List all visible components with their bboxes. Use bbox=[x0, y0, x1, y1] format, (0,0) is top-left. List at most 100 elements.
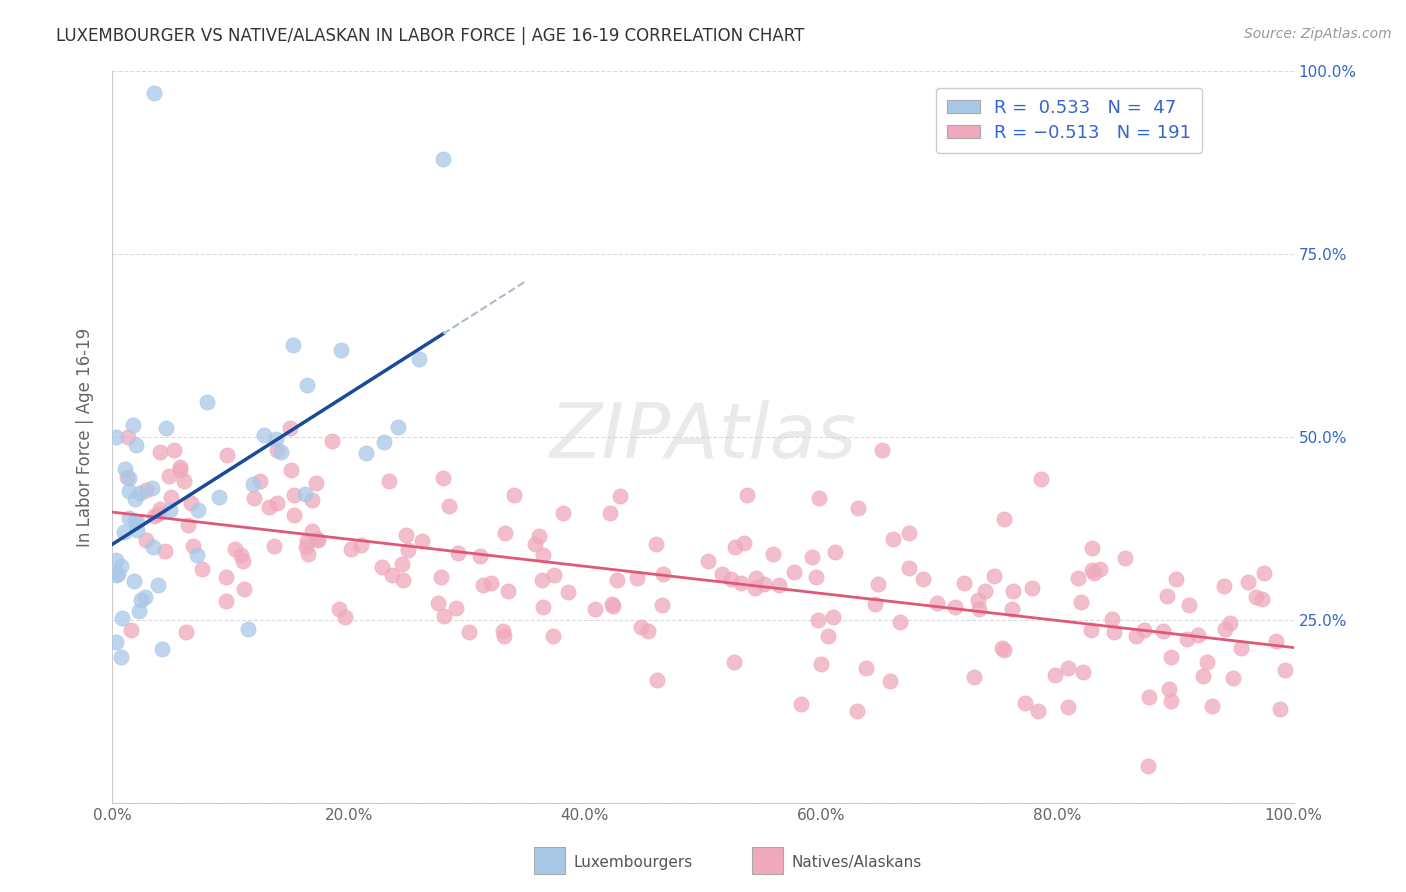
Point bbox=[1160, 650, 1182, 665]
Point bbox=[1197, 656, 1219, 670]
Point bbox=[651, 598, 673, 612]
Point bbox=[122, 417, 145, 432]
Point bbox=[1056, 700, 1078, 714]
Point bbox=[149, 445, 172, 459]
Point bbox=[426, 596, 449, 610]
Point bbox=[863, 597, 886, 611]
Point bbox=[492, 624, 515, 639]
Point bbox=[283, 508, 305, 522]
Point bbox=[824, 545, 846, 559]
Point bbox=[744, 582, 766, 596]
Point bbox=[583, 602, 606, 616]
Point bbox=[232, 554, 254, 568]
Point bbox=[762, 547, 785, 561]
Point bbox=[135, 533, 157, 547]
Point bbox=[1043, 668, 1066, 682]
Point bbox=[381, 567, 404, 582]
Point bbox=[651, 567, 673, 582]
Point bbox=[307, 532, 329, 546]
Point bbox=[810, 657, 832, 671]
Point bbox=[129, 593, 152, 607]
Point bbox=[472, 578, 495, 592]
Point bbox=[804, 570, 827, 584]
Point bbox=[173, 475, 195, 489]
Point bbox=[807, 613, 830, 627]
Point bbox=[142, 540, 165, 554]
Point bbox=[115, 470, 138, 484]
Point bbox=[1230, 641, 1253, 656]
Point bbox=[149, 502, 172, 516]
Point bbox=[283, 488, 305, 502]
Point bbox=[350, 539, 373, 553]
Point bbox=[754, 577, 776, 591]
Point bbox=[117, 430, 139, 444]
Point bbox=[524, 537, 547, 551]
Point bbox=[1251, 591, 1274, 606]
Point bbox=[541, 629, 564, 643]
Point bbox=[110, 558, 132, 573]
Point bbox=[1152, 624, 1174, 638]
Point bbox=[233, 582, 256, 596]
Point bbox=[1237, 574, 1260, 589]
Point bbox=[321, 434, 343, 448]
Point bbox=[433, 608, 456, 623]
Point bbox=[1081, 563, 1104, 577]
Point bbox=[215, 570, 238, 584]
Point bbox=[889, 615, 911, 629]
Point bbox=[969, 602, 991, 616]
Point bbox=[391, 574, 413, 588]
Point bbox=[169, 459, 191, 474]
Point bbox=[1088, 562, 1111, 576]
Point bbox=[432, 152, 454, 166]
Point bbox=[952, 575, 974, 590]
Point bbox=[697, 554, 720, 568]
Point bbox=[1212, 579, 1234, 593]
Point bbox=[503, 488, 526, 502]
Point bbox=[231, 548, 253, 562]
Point bbox=[297, 547, 319, 561]
Point bbox=[328, 602, 350, 616]
Point bbox=[1101, 611, 1123, 625]
Point bbox=[1001, 602, 1024, 616]
Point bbox=[105, 430, 128, 444]
Point bbox=[370, 560, 392, 574]
Point bbox=[551, 506, 574, 520]
Point bbox=[531, 548, 554, 562]
Point bbox=[730, 576, 752, 591]
Point bbox=[146, 578, 169, 592]
Point bbox=[432, 471, 454, 485]
Point bbox=[125, 438, 148, 452]
Point bbox=[745, 571, 768, 585]
Point bbox=[1080, 623, 1102, 637]
Point bbox=[801, 550, 824, 565]
Point bbox=[105, 635, 128, 649]
Point bbox=[602, 599, 624, 614]
Point bbox=[993, 511, 1015, 525]
Point bbox=[387, 420, 409, 434]
Point bbox=[479, 576, 502, 591]
Point bbox=[879, 673, 901, 688]
Point bbox=[1001, 583, 1024, 598]
Point bbox=[118, 511, 141, 525]
Point bbox=[105, 567, 128, 582]
Point bbox=[1159, 681, 1181, 696]
Point bbox=[1156, 589, 1178, 603]
Point bbox=[180, 496, 202, 510]
Point bbox=[846, 704, 869, 718]
Point bbox=[391, 558, 413, 572]
Point bbox=[1219, 616, 1241, 631]
Point bbox=[531, 573, 554, 587]
Point bbox=[224, 541, 246, 556]
Point bbox=[468, 549, 491, 564]
Point bbox=[600, 597, 623, 611]
Point bbox=[174, 624, 197, 639]
Point bbox=[1125, 629, 1147, 643]
Text: ZIPAtlas: ZIPAtlas bbox=[550, 401, 856, 474]
Point bbox=[1187, 628, 1209, 642]
Point bbox=[1014, 696, 1036, 710]
Point bbox=[1031, 472, 1053, 486]
Point bbox=[557, 585, 579, 599]
Point bbox=[264, 432, 287, 446]
Point bbox=[411, 533, 433, 548]
Point bbox=[127, 515, 149, 529]
